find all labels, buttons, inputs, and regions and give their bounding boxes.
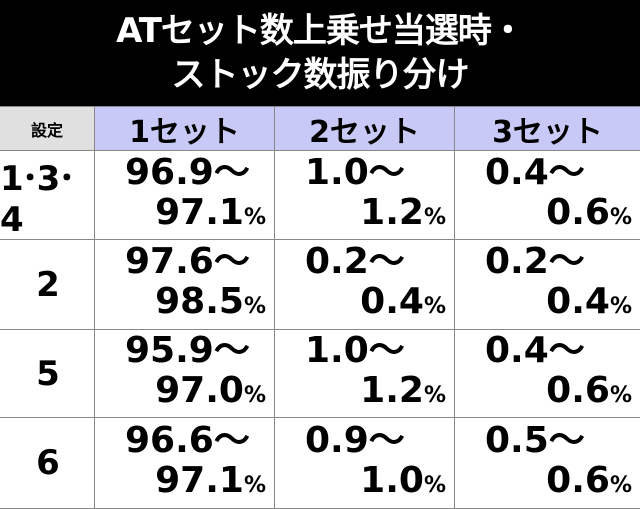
range-to-value: 0.4 (360, 281, 424, 322)
range-from: 0.9～ (305, 419, 405, 461)
column-header: 3セット (455, 107, 640, 151)
unit: % (609, 472, 632, 498)
range-to-value: 0.6 (546, 370, 610, 411)
range-to: 0.6% (455, 459, 632, 506)
unit: % (423, 204, 446, 230)
range-to-value: 0.4 (546, 281, 610, 322)
table: 設定 1セット 2セット 3セット 1･3･4 96.9～ 97.1% 1.0～ 1.2% 0.4… (0, 106, 640, 509)
range-to: 1.2% (275, 191, 446, 238)
range-to: 97.1% (95, 191, 266, 238)
unit: % (243, 294, 266, 319)
value-cell: 0.2～ 0.4% (455, 240, 640, 330)
setting-cell: 5 (0, 330, 95, 418)
column-header: 設定 (0, 107, 95, 151)
setting-cell: 1･3･4 (0, 151, 95, 240)
unit: % (423, 383, 446, 408)
value-cell: 95.9～ 97.0% (95, 330, 275, 418)
value-cell: 0.4～ 0.6% (455, 151, 640, 240)
value-cell: 0.5～ 0.6% (455, 418, 640, 509)
range-to: 1.2% (275, 371, 446, 416)
range-from: 0.2～ (485, 241, 585, 282)
unit: % (423, 294, 446, 319)
range-from: 0.2～ (305, 241, 405, 282)
column-header: 1セット (95, 107, 275, 151)
value-cell: 97.6～ 98.5% (95, 240, 275, 330)
range-to-value: 98.5 (155, 281, 244, 322)
unit: % (423, 472, 446, 498)
unit: % (243, 383, 266, 408)
range-to-value: 1.2 (360, 370, 424, 411)
range-from: 0.5～ (485, 419, 585, 461)
range-to: 1.0% (275, 459, 446, 506)
range-to-value: 97.1 (155, 459, 244, 501)
unit: % (243, 472, 266, 498)
range-from: 1.0～ (305, 151, 405, 193)
value-cell: 1.0～ 1.2% (275, 151, 455, 240)
range-to: 98.5% (95, 282, 266, 327)
unit: % (609, 294, 632, 319)
range-to: 0.4% (455, 282, 632, 327)
range-to: 0.6% (455, 191, 632, 238)
title-banner: ATセット数上乗せ当選時・ ストック数振り分け (0, 0, 640, 106)
value-cell: 1.0～ 1.2% (275, 330, 455, 418)
range-from: 0.4～ (485, 330, 585, 371)
range-to-value: 97.1 (155, 191, 244, 233)
range-to: 97.0% (95, 371, 266, 416)
range-from: 0.4～ (485, 151, 585, 193)
value-cell: 96.9～ 97.1% (95, 151, 275, 240)
column-header: 2セット (275, 107, 455, 151)
range-to-value: 97.0 (155, 370, 244, 411)
range-to: 0.4% (275, 282, 446, 327)
range-to: 0.6% (455, 371, 632, 416)
unit: % (609, 383, 632, 408)
value-cell: 0.2～ 0.4% (275, 240, 455, 330)
range-from: 97.6～ (125, 241, 250, 282)
range-from: 95.9～ (125, 330, 250, 371)
setting-cell: 2 (0, 240, 95, 330)
title-line: ATセット数上乗せ当選時・ (116, 11, 525, 51)
range-to-value: 1.0 (360, 459, 424, 501)
range-to-value: 0.6 (546, 191, 610, 233)
range-to-value: 1.2 (360, 191, 424, 233)
unit: % (609, 204, 632, 230)
setting-cell: 6 (0, 418, 95, 509)
unit: % (243, 204, 266, 230)
title-line: ストック数振り分け (171, 55, 470, 95)
range-from: 1.0～ (305, 330, 405, 371)
range-from: 96.9～ (125, 151, 250, 193)
value-cell: 96.6～ 97.1% (95, 418, 275, 509)
range-to: 97.1% (95, 459, 266, 506)
range-to-value: 0.6 (546, 459, 610, 501)
range-from: 96.6～ (125, 419, 250, 461)
value-cell: 0.4～ 0.6% (455, 330, 640, 418)
value-cell: 0.9～ 1.0% (275, 418, 455, 509)
